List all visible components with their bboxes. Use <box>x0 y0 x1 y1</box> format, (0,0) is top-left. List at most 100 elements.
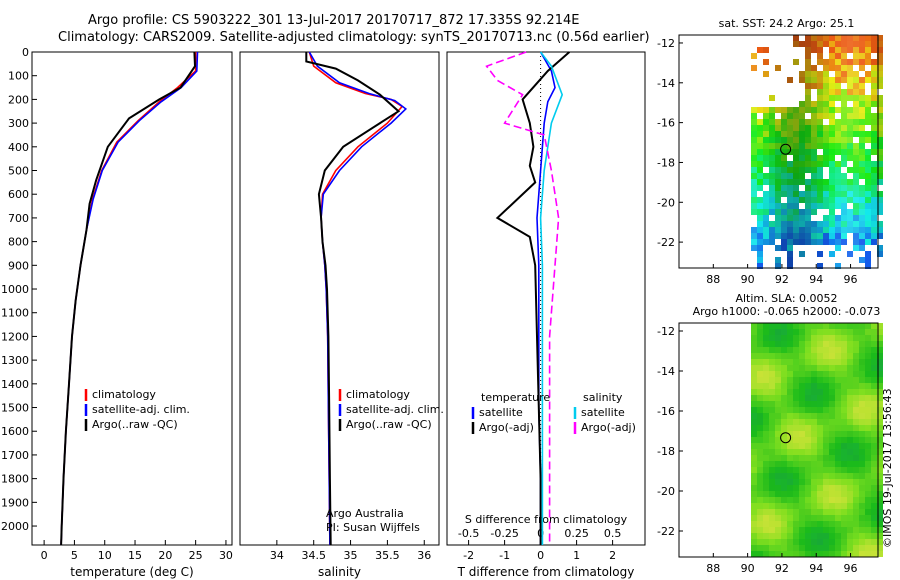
sst_map-cell <box>871 65 877 71</box>
sst_map-cell <box>841 191 847 197</box>
sla_map-cell <box>805 437 811 443</box>
sst_map-cell <box>847 149 853 155</box>
sla_map-cell <box>793 347 799 353</box>
sst_map-cell <box>859 65 865 71</box>
sla_map-cell <box>859 551 865 557</box>
sla_map-cell <box>781 377 787 383</box>
sst_map-cell <box>781 131 787 137</box>
sla_map-cell <box>847 539 853 545</box>
sst_map-cell <box>817 191 823 197</box>
sla_map-cell <box>793 461 799 467</box>
sla_map-cell <box>757 479 763 485</box>
sla_map-cell <box>817 455 823 461</box>
sst_map-cell <box>805 233 811 239</box>
sla_map-cell <box>757 455 763 461</box>
sla_map-cell <box>763 551 769 557</box>
salinity-xtick-label: 36 <box>417 549 431 562</box>
sla_map-cell <box>793 443 799 449</box>
sla_map-cell <box>769 473 775 479</box>
sla_map-cell <box>859 329 865 335</box>
sst_map-cell <box>829 47 835 53</box>
sla_map-cell <box>865 407 871 413</box>
sst_map-cell <box>751 155 757 161</box>
sst_map-cell <box>853 221 859 227</box>
sla_map-cell <box>871 467 877 473</box>
sla_map-cell <box>757 491 763 497</box>
sla_map-ytick-label: -20 <box>657 485 675 498</box>
sst_map-cell <box>799 173 805 179</box>
sla_map-cell <box>877 341 883 347</box>
sst_map-cell <box>775 149 781 155</box>
sst_map-cell <box>793 203 799 209</box>
sst_map-cell <box>865 179 871 185</box>
sla_map-cell <box>853 401 859 407</box>
sla_map-cell <box>865 353 871 359</box>
sla_map-cell <box>847 371 853 377</box>
sla_map-cell <box>781 389 787 395</box>
sst_map-cell <box>871 113 877 119</box>
sst_map-cell <box>877 65 883 71</box>
sst_map-cell <box>805 59 811 65</box>
sst_map-cell <box>859 221 865 227</box>
header-line-1: Argo profile: CS 5903222_301 13-Jul-2017… <box>88 13 580 28</box>
sla_map-cell <box>823 503 829 509</box>
temperature-xtick-label: 5 <box>71 549 78 562</box>
salinity-difference-tick: -0.5 <box>458 527 479 540</box>
sst_map-cell <box>817 95 823 101</box>
sst_map-cell <box>775 233 781 239</box>
sla_map-cell <box>763 341 769 347</box>
sla_map-cell <box>847 419 853 425</box>
sla_map-cell <box>805 401 811 407</box>
sla_map-cell <box>763 335 769 341</box>
sla_map-xtick-label: 90 <box>741 562 755 575</box>
sla_map-cell <box>865 323 871 329</box>
sst_map-cell <box>811 35 817 41</box>
sla_map-cell <box>811 401 817 407</box>
sst_map-cell <box>847 143 853 149</box>
sla_map-cell <box>865 437 871 443</box>
sla_map-cell <box>877 485 883 491</box>
sst_map-cell <box>835 119 841 125</box>
sst_map-cell <box>763 71 769 77</box>
sst_map-cell <box>805 185 811 191</box>
sst_map-cell <box>835 191 841 197</box>
sst_map-cell <box>865 227 871 233</box>
sla_map-cell <box>829 467 835 473</box>
sla_map-cell <box>787 449 793 455</box>
sst_map-cell <box>829 53 835 59</box>
sla_map-cell <box>751 491 757 497</box>
sla_map-cell <box>859 353 865 359</box>
sst_map-cell <box>787 113 793 119</box>
temperature-ytick-label: 1400 <box>1 378 29 391</box>
sla_map-xtick-label: 96 <box>844 562 858 575</box>
sst_map-cell <box>841 197 847 203</box>
sla_map-cell <box>781 509 787 515</box>
sla_map-cell <box>847 485 853 491</box>
sla_map-cell <box>781 491 787 497</box>
sla_map-cell <box>871 323 877 329</box>
sst_map-cell <box>781 233 787 239</box>
sst_map-cell <box>835 59 841 65</box>
sst_map-cell <box>793 185 799 191</box>
sla_map-cell <box>763 449 769 455</box>
sst_map-cell <box>841 233 847 239</box>
sst_map-cell <box>781 215 787 221</box>
sst_map-cell <box>841 101 847 107</box>
salinity-xlabel: salinity <box>318 565 361 579</box>
sst_map-cell <box>859 173 865 179</box>
difference-xtick-label: -2 <box>463 549 474 562</box>
sst_map-cell <box>775 107 781 113</box>
sst_map-cell <box>751 125 757 131</box>
sla_map-cell <box>817 551 823 557</box>
sla_map-ytick-label: -22 <box>657 525 675 538</box>
sst_map-cell <box>871 167 877 173</box>
sla_map-cell <box>877 371 883 377</box>
sst_map-cell <box>763 131 769 137</box>
temperature-ytick-label: 1900 <box>1 496 29 509</box>
sla_map-cell <box>763 407 769 413</box>
sla_map-cell <box>829 341 835 347</box>
sst_map-cell <box>775 167 781 173</box>
sla_map-cell <box>805 431 811 437</box>
sla_map-cell <box>751 467 757 473</box>
sst_map-cell <box>799 41 805 47</box>
